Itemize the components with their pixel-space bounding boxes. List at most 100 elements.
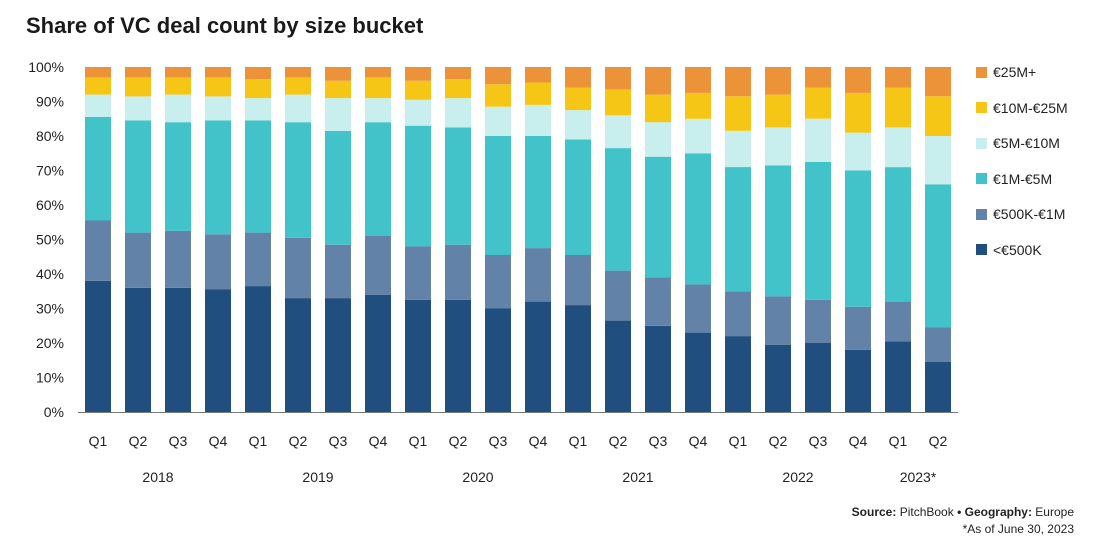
bar-segment bbox=[285, 237, 311, 299]
x-tick-label: Q1 bbox=[409, 433, 428, 449]
x-tick-label: Q2 bbox=[449, 433, 468, 449]
bar-segment bbox=[685, 92, 711, 119]
bar-segment bbox=[525, 104, 551, 136]
bar-segment bbox=[85, 280, 111, 412]
bar-segment bbox=[125, 232, 151, 288]
legend-item: €1M-€5M bbox=[976, 170, 1068, 188]
y-tick-label: 50% bbox=[36, 232, 64, 248]
year-group-label: 2023* bbox=[900, 469, 937, 485]
legend-label: €10M-€25M bbox=[993, 99, 1068, 116]
bar-segment bbox=[325, 98, 351, 131]
bar-segment bbox=[245, 286, 271, 412]
x-tick-label: Q1 bbox=[729, 433, 748, 449]
bar-segment bbox=[125, 287, 151, 412]
bar-segment bbox=[485, 67, 511, 85]
stacked-bar-chart: 0% 10% 20% 30% 40% 50% 60% 70% 80% 90% 100% Q1 Q2 Q3… bbox=[28, 59, 958, 485]
bar-segment bbox=[645, 277, 671, 326]
bar-segment bbox=[605, 270, 631, 321]
bar-segment bbox=[245, 120, 271, 233]
x-tick-label: Q1 bbox=[889, 433, 908, 449]
x-tick-label: Q1 bbox=[89, 433, 108, 449]
bar-segment bbox=[365, 98, 391, 123]
legend-label: €5M-€10M bbox=[993, 135, 1060, 152]
bar-segment bbox=[245, 79, 271, 99]
bar-segment bbox=[805, 343, 831, 412]
bar-segment bbox=[365, 236, 391, 295]
bar-segment bbox=[765, 296, 791, 345]
bar-segment bbox=[645, 94, 671, 123]
bar-segment bbox=[485, 136, 511, 255]
x-tick-label: Q1 bbox=[249, 433, 268, 449]
bar-segment bbox=[85, 67, 111, 78]
x-tick-label: Q4 bbox=[689, 433, 708, 449]
legend-item: €5M-€10M bbox=[976, 134, 1068, 152]
bar-segment bbox=[205, 96, 231, 121]
x-tick-label: Q4 bbox=[209, 433, 228, 449]
bar-segment bbox=[445, 299, 471, 412]
bar-segment bbox=[925, 327, 951, 362]
bar-segment bbox=[405, 299, 431, 412]
bar-segment bbox=[285, 122, 311, 238]
x-tick-label: Q3 bbox=[169, 433, 188, 449]
year-group-label: 2022 bbox=[782, 469, 813, 485]
bar-segment bbox=[565, 139, 591, 255]
bar-segment bbox=[85, 117, 111, 221]
bar-segment bbox=[605, 115, 631, 149]
y-tick-label: 10% bbox=[36, 370, 64, 386]
bar-segment bbox=[805, 299, 831, 343]
bar-segment bbox=[685, 284, 711, 333]
bar-segment bbox=[245, 232, 271, 287]
bar-segment bbox=[525, 136, 551, 249]
bar-segment bbox=[405, 125, 431, 247]
bar-segment bbox=[925, 362, 951, 412]
bar-segment bbox=[765, 165, 791, 297]
year-group-label: 2020 bbox=[462, 469, 493, 485]
bar-segment bbox=[405, 99, 431, 126]
legend-item: €500K-€1M bbox=[976, 205, 1068, 223]
bar-segment bbox=[885, 341, 911, 412]
bar-segment bbox=[845, 67, 871, 93]
bar-segment bbox=[685, 153, 711, 285]
bar-segment bbox=[285, 67, 311, 78]
y-tick-label: 60% bbox=[36, 197, 64, 213]
bar-segment bbox=[845, 349, 871, 412]
bar-segment bbox=[805, 161, 831, 300]
x-tick-label: Q3 bbox=[329, 433, 348, 449]
bar-segment bbox=[85, 220, 111, 281]
bar-segment bbox=[725, 167, 751, 292]
bar-segment bbox=[565, 255, 591, 305]
bar-segment bbox=[205, 234, 231, 290]
bar-segment bbox=[885, 67, 911, 88]
x-tick-label: Q4 bbox=[369, 433, 388, 449]
x-tick-label: Q2 bbox=[609, 433, 628, 449]
bars-layer bbox=[85, 67, 951, 413]
bar-segment bbox=[685, 67, 711, 93]
bar-segment bbox=[125, 77, 151, 97]
bar-segment bbox=[925, 184, 951, 328]
bar-segment bbox=[685, 118, 711, 154]
bar-segment bbox=[405, 67, 431, 81]
bar-segment bbox=[325, 80, 351, 99]
y-axis: 0% 10% 20% 30% 40% 50% 60% 70% 80% 90% 100% bbox=[28, 59, 64, 420]
bar-segment bbox=[445, 127, 471, 245]
source-label: Source: bbox=[851, 505, 897, 519]
bar-segment bbox=[365, 77, 391, 99]
bar-segment bbox=[885, 167, 911, 302]
y-tick-label: 0% bbox=[44, 404, 64, 420]
bar-segment bbox=[125, 96, 151, 121]
legend-swatch bbox=[976, 137, 987, 149]
bar-segment bbox=[645, 325, 671, 413]
bar-segment bbox=[605, 89, 631, 116]
bar-segment bbox=[765, 94, 791, 128]
bar-segment bbox=[245, 98, 271, 121]
bar-segment bbox=[165, 287, 191, 412]
y-tick-label: 90% bbox=[36, 94, 64, 110]
bar-segment bbox=[445, 98, 471, 128]
bar-segment bbox=[565, 87, 591, 111]
source-line: Source: PitchBook • Geography: Europe bbox=[852, 505, 1074, 519]
bar-segment bbox=[485, 106, 511, 136]
bar-segment bbox=[525, 301, 551, 412]
y-tick-label: 40% bbox=[36, 266, 64, 282]
bar-segment bbox=[325, 130, 351, 245]
bar-segment bbox=[205, 77, 231, 97]
